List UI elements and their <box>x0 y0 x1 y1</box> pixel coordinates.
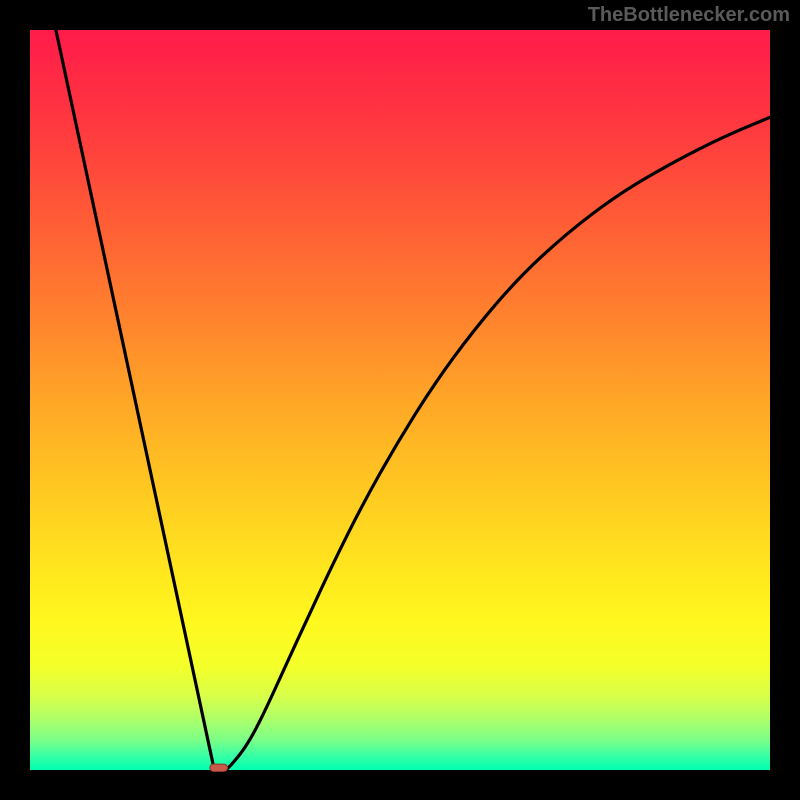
chart-svg <box>0 0 800 800</box>
plot-background <box>30 30 770 770</box>
bottleneck-chart: TheBottlenecker.com <box>0 0 800 800</box>
optimal-point-marker <box>210 764 228 771</box>
watermark-text: TheBottlenecker.com <box>588 4 790 27</box>
